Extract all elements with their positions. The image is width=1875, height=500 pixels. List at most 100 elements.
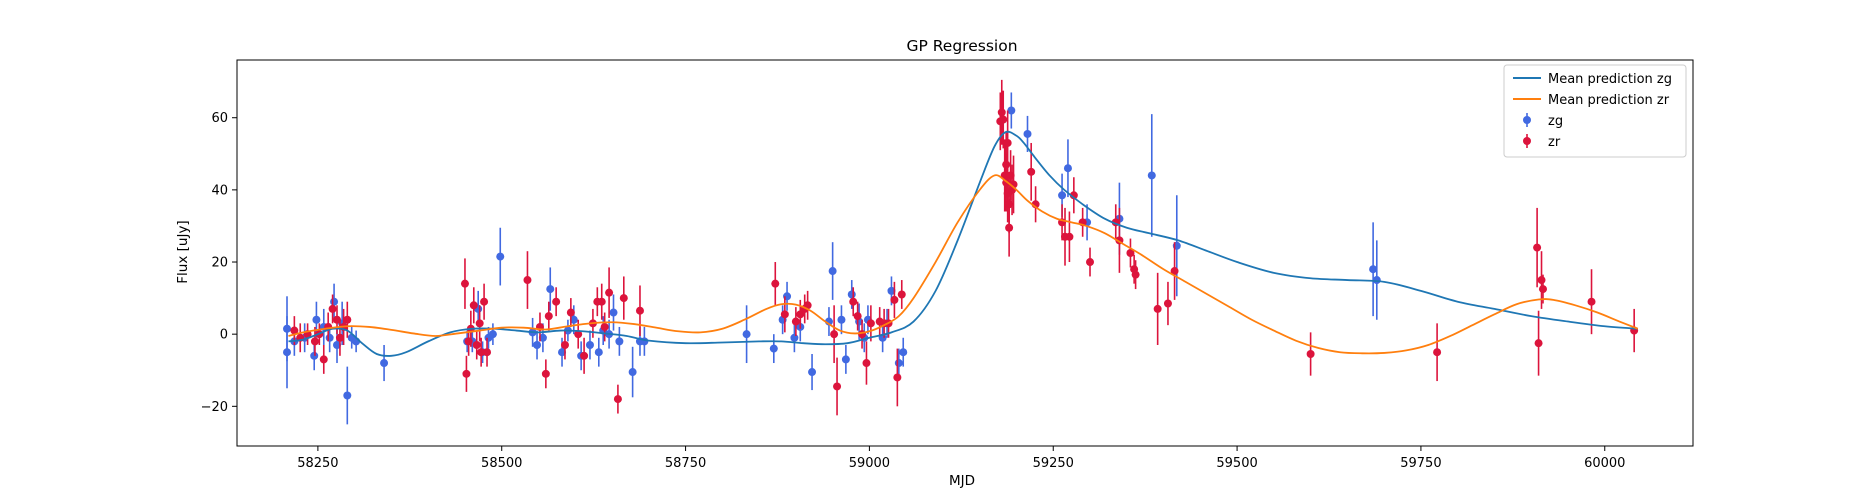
data-point-zg bbox=[343, 391, 352, 400]
data-point-zr bbox=[574, 330, 583, 339]
x-tick-label: 60000 bbox=[1584, 456, 1625, 471]
data-point-zg bbox=[837, 315, 846, 324]
data-point-zg bbox=[546, 285, 555, 294]
x-tick-label: 58750 bbox=[665, 456, 706, 471]
plot-data-layer bbox=[283, 79, 1639, 425]
data-point-zr bbox=[328, 304, 337, 313]
y-axis-label: Flux [uJy] bbox=[175, 220, 191, 283]
data-point-zr bbox=[1005, 223, 1014, 232]
data-point-zr bbox=[613, 395, 622, 404]
data-point-zr bbox=[605, 288, 614, 297]
data-point-zr bbox=[791, 317, 800, 326]
data-point-zr bbox=[1433, 348, 1442, 357]
data-point-zr bbox=[480, 297, 489, 306]
x-tick-label: 58500 bbox=[481, 456, 522, 471]
data-point-zr bbox=[1538, 285, 1547, 294]
axis-ticks: 58250 58500 58750 59000 59250 59500 59750 60000… bbox=[201, 111, 1626, 471]
data-point-zr bbox=[999, 115, 1008, 124]
legend-entry-zg: Mean prediction zg bbox=[1513, 72, 1672, 87]
data-point-zr bbox=[477, 348, 486, 357]
data-point-zg bbox=[594, 348, 603, 357]
legend-label: zr bbox=[1548, 135, 1561, 150]
data-point-zr bbox=[560, 340, 569, 349]
data-point-zg bbox=[380, 359, 389, 368]
data-point-zg bbox=[828, 267, 837, 276]
data-point-zr bbox=[460, 279, 469, 288]
data-point-zr bbox=[1086, 258, 1095, 267]
legend-marker-swatch bbox=[1523, 116, 1531, 124]
data-point-zg bbox=[808, 368, 817, 377]
data-point-zg bbox=[333, 340, 342, 349]
legend-entry-zg: zg bbox=[1523, 113, 1563, 129]
data-point-zr bbox=[462, 369, 471, 378]
data-point-zr bbox=[1163, 299, 1172, 308]
data-point-zr bbox=[552, 297, 561, 306]
data-point-zg bbox=[742, 330, 751, 339]
data-point-zr bbox=[619, 294, 628, 303]
series-zr bbox=[290, 79, 1639, 416]
data-point-zg bbox=[1063, 164, 1072, 173]
data-point-zr bbox=[1153, 304, 1162, 313]
data-point-zg bbox=[1007, 106, 1016, 115]
data-point-zg bbox=[558, 348, 567, 357]
data-point-zr bbox=[566, 308, 575, 317]
legend-label: Mean prediction zr bbox=[1548, 93, 1670, 108]
data-point-zr bbox=[1537, 276, 1546, 285]
data-point-zg bbox=[769, 344, 778, 353]
data-point-zr bbox=[544, 312, 553, 321]
data-point-zr bbox=[523, 276, 532, 285]
data-point-zr bbox=[580, 351, 589, 360]
data-point-zg bbox=[1147, 171, 1156, 180]
data-point-zg bbox=[585, 340, 594, 349]
legend-label: Mean prediction zg bbox=[1548, 72, 1672, 87]
x-tick-label: 58250 bbox=[297, 456, 338, 471]
data-point-zr bbox=[853, 312, 862, 321]
data-point-zr bbox=[319, 355, 328, 364]
mean-prediction-line-zg bbox=[288, 130, 1638, 357]
data-point-zg bbox=[887, 286, 896, 295]
y-tick-label: 0 bbox=[220, 328, 228, 343]
x-tick-label: 59500 bbox=[1216, 456, 1257, 471]
series-zg bbox=[283, 92, 1381, 425]
y-tick-label: 60 bbox=[211, 111, 228, 126]
data-point-zg bbox=[496, 252, 505, 261]
data-point-zg bbox=[533, 340, 542, 349]
x-tick-label: 59250 bbox=[1033, 456, 1074, 471]
data-point-zr bbox=[1587, 297, 1596, 306]
data-point-zg bbox=[847, 290, 856, 299]
legend-label: zg bbox=[1548, 114, 1563, 129]
data-point-zg bbox=[538, 333, 547, 342]
data-point-zr bbox=[1534, 339, 1543, 348]
data-point-zr bbox=[866, 319, 875, 328]
data-point-zg bbox=[330, 297, 339, 306]
data-point-zg bbox=[790, 333, 799, 342]
x-tick-label: 59000 bbox=[849, 456, 890, 471]
data-point-zr bbox=[469, 301, 478, 310]
legend-entry-zr: zr bbox=[1523, 134, 1561, 150]
data-point-zg bbox=[1058, 191, 1067, 200]
data-point-zr bbox=[890, 295, 899, 304]
legend-box bbox=[1503, 64, 1687, 158]
data-point-zg bbox=[283, 348, 292, 357]
y-tick-label: −20 bbox=[201, 400, 228, 415]
data-point-zg bbox=[1023, 129, 1032, 138]
data-point-zr bbox=[635, 306, 644, 315]
data-point-zg bbox=[325, 333, 334, 342]
mean-prediction-line-zr bbox=[288, 174, 1639, 355]
chart-title: GP Regression bbox=[906, 37, 1017, 55]
y-tick-label: 20 bbox=[211, 256, 228, 271]
data-point-zr bbox=[475, 319, 484, 328]
data-point-zr bbox=[771, 279, 780, 288]
y-tick-label: 40 bbox=[211, 183, 228, 198]
data-point-zr bbox=[600, 322, 609, 331]
data-point-zr bbox=[597, 297, 606, 306]
data-point-zg bbox=[609, 308, 618, 317]
data-point-zr bbox=[541, 369, 550, 378]
data-point-zr bbox=[796, 310, 805, 319]
data-point-zr bbox=[1306, 350, 1315, 359]
data-point-zr bbox=[1065, 232, 1074, 241]
data-point-zg bbox=[894, 359, 903, 368]
data-point-zr bbox=[862, 359, 871, 368]
x-tick-label: 59750 bbox=[1400, 456, 1441, 471]
data-point-zr bbox=[1003, 138, 1012, 147]
